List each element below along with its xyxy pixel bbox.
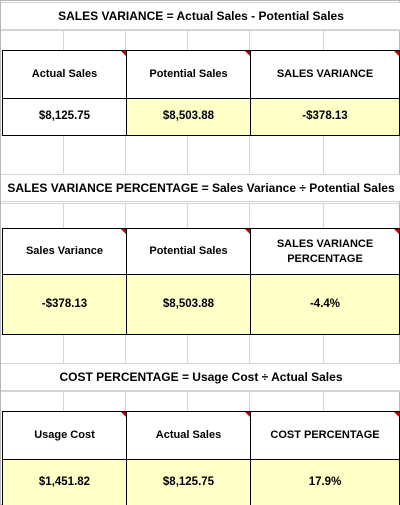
section-title-sales-variance-percentage: SALES VARIANCE PERCENTAGE = Sales Varian… (1, 174, 400, 202)
cell-sales-variance[interactable]: -$378.13 (251, 99, 399, 135)
cell-sales-variance-percentage[interactable]: -4.4% (251, 275, 399, 334)
comment-marker-icon (245, 229, 250, 234)
cell-usage-cost[interactable]: $1,451.82 (3, 460, 127, 505)
cost-percentage-table: Usage Cost Actual Sales COST PERCENTAGE … (2, 411, 400, 505)
header-usage-cost[interactable]: Usage Cost (3, 412, 127, 460)
section-title-sales-variance: SALES VARIANCE = Actual Sales - Potentia… (1, 2, 400, 30)
header-cost-percentage[interactable]: COST PERCENTAGE (251, 412, 399, 460)
sales-variance-percentage-table: Sales Variance Potential Sales SALES VAR… (2, 228, 400, 335)
comment-marker-icon (121, 229, 126, 234)
grid-row (1, 203, 400, 228)
header-actual-sales[interactable]: Actual Sales (127, 412, 251, 460)
cell-potential-sales[interactable]: $8,503.88 (127, 99, 251, 135)
comment-marker-icon (394, 51, 399, 56)
grid-row (1, 391, 400, 411)
header-actual-sales[interactable]: Actual Sales (3, 51, 127, 99)
grid-row (1, 30, 400, 50)
comment-marker-icon (245, 51, 250, 56)
grid-row (1, 334, 400, 364)
cell-sales-variance[interactable]: -$378.13 (3, 275, 127, 334)
cell-potential-sales[interactable]: $8,503.88 (127, 275, 251, 334)
cell-cost-percentage[interactable]: 17.9% (251, 460, 399, 505)
cell-actual-sales[interactable]: $8,125.75 (127, 460, 251, 505)
comment-marker-icon (394, 229, 399, 234)
grid-row (1, 135, 400, 173)
comment-marker-icon (121, 51, 126, 56)
comment-marker-icon (121, 412, 126, 417)
header-sales-variance[interactable]: SALES VARIANCE (251, 51, 399, 99)
header-sales-variance[interactable]: Sales Variance (3, 229, 127, 275)
cell-actual-sales[interactable]: $8,125.75 (3, 99, 127, 135)
header-potential-sales[interactable]: Potential Sales (127, 229, 251, 275)
comment-marker-icon (394, 412, 399, 417)
header-sales-variance-percentage[interactable]: SALES VARIANCE PERCENTAGE (251, 229, 399, 275)
header-potential-sales[interactable]: Potential Sales (127, 51, 251, 99)
section-title-cost-percentage: COST PERCENTAGE = Usage Cost ÷ Actual Sa… (1, 363, 400, 391)
comment-marker-icon (245, 412, 250, 417)
sales-variance-table: Actual Sales Potential Sales SALES VARIA… (2, 50, 400, 136)
